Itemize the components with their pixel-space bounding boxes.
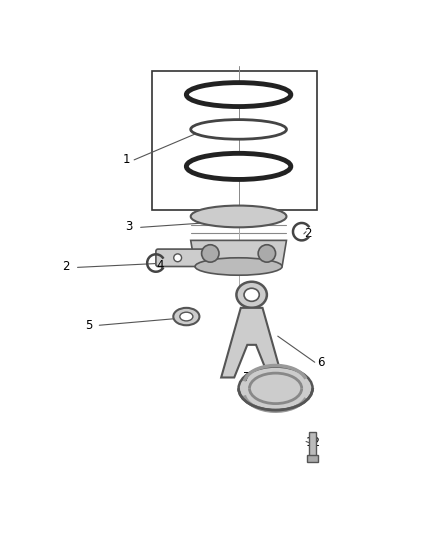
Polygon shape xyxy=(221,308,282,377)
Ellipse shape xyxy=(201,245,219,262)
Ellipse shape xyxy=(239,367,313,410)
Bar xyxy=(309,432,316,456)
Text: 1: 1 xyxy=(122,154,130,166)
Text: 6: 6 xyxy=(317,356,325,369)
Ellipse shape xyxy=(174,254,182,262)
Ellipse shape xyxy=(244,288,259,301)
Bar xyxy=(152,71,317,210)
Text: 7: 7 xyxy=(243,370,251,384)
FancyBboxPatch shape xyxy=(156,249,208,266)
Ellipse shape xyxy=(258,245,276,262)
Ellipse shape xyxy=(237,282,267,308)
Ellipse shape xyxy=(180,312,193,321)
Text: 12: 12 xyxy=(306,436,321,449)
Ellipse shape xyxy=(186,83,291,107)
Ellipse shape xyxy=(173,308,199,325)
Ellipse shape xyxy=(191,119,286,139)
Bar xyxy=(307,455,318,462)
Ellipse shape xyxy=(186,154,291,180)
Text: 2: 2 xyxy=(304,228,311,240)
Polygon shape xyxy=(191,240,286,266)
Text: 5: 5 xyxy=(85,319,92,332)
Text: 3: 3 xyxy=(125,220,133,232)
Ellipse shape xyxy=(191,206,286,228)
Text: 2: 2 xyxy=(62,260,70,273)
Ellipse shape xyxy=(195,258,282,275)
Text: 4: 4 xyxy=(156,259,163,272)
